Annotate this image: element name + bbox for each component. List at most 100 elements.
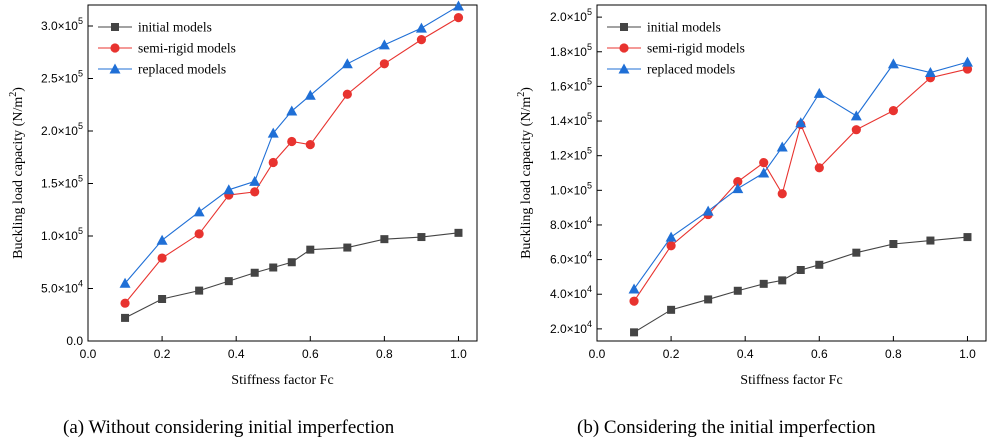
data-point — [850, 110, 862, 121]
series-circle — [120, 13, 464, 308]
y-tick-label: 1.2×105 — [550, 146, 592, 163]
y-tick-label: 1.5×105 — [41, 174, 83, 191]
data-point — [453, 13, 464, 23]
legend: initial models semi-rigid models replaced … — [607, 20, 745, 77]
data-point — [759, 279, 768, 288]
x-tick-label: 0.0 — [80, 347, 97, 361]
data-point — [223, 184, 235, 195]
y-axis-label: Buckling load capacity (N/m2) — [516, 87, 534, 259]
data-point — [342, 89, 352, 99]
data-point — [777, 189, 787, 199]
x-tick-label: 0.6 — [302, 347, 319, 361]
data-point — [889, 240, 898, 249]
x-tick-label: 0.4 — [737, 347, 754, 361]
series-line — [633, 68, 968, 302]
data-point — [733, 177, 743, 187]
legend-marker — [620, 23, 628, 31]
series-triangle — [628, 56, 973, 294]
legend-entry: initial models — [647, 20, 721, 35]
y-tick-label: 0.0 — [66, 334, 83, 348]
plot-frame — [596, 4, 987, 342]
y-tick-label: 8.0×104 — [550, 215, 592, 232]
y-tick-label: 2.0×105 — [41, 121, 83, 138]
data-point — [796, 265, 805, 274]
data-point — [343, 243, 352, 252]
data-point — [888, 106, 898, 116]
x-tick-label: 0.4 — [228, 347, 245, 361]
data-point — [887, 58, 899, 69]
data-point — [306, 245, 315, 254]
plot-frame — [87, 4, 478, 342]
data-point — [417, 233, 426, 242]
data-point — [158, 295, 167, 303]
data-point — [250, 268, 259, 277]
data-point — [924, 67, 936, 78]
x-tick-label: 0.2 — [663, 347, 680, 361]
x-tick-label: 0.8 — [885, 347, 902, 361]
y-tick-label: 1.8×105 — [550, 42, 592, 59]
legend-marker — [110, 43, 120, 53]
data-point — [287, 258, 296, 267]
caption-b: (b) Considering the initial imperfection — [577, 417, 876, 438]
legend-entry: semi-rigid models — [138, 41, 236, 56]
series-triangle — [119, 0, 464, 288]
data-point — [666, 241, 676, 251]
series-line — [124, 17, 459, 304]
data-point — [304, 89, 316, 100]
chart-b: 0.0 0.2 0.4 0.6 0.8 1.0 2.0×104 4.0×104 6.0×104 8… — [516, 4, 987, 388]
data-point — [224, 277, 233, 286]
data-point — [813, 87, 825, 98]
data-point — [194, 229, 204, 239]
x-axis-label: Stiffness factor Fc — [740, 373, 842, 388]
legend-marker — [111, 23, 119, 31]
y-tick-label: 1.4×105 — [550, 111, 592, 128]
y-tick-label: 2.0×105 — [550, 7, 592, 24]
data-point — [702, 205, 714, 216]
data-point — [119, 277, 131, 288]
data-point — [249, 175, 261, 186]
y-axis-label: Buckling load capacity (N/m2) — [8, 87, 26, 259]
legend-marker — [618, 63, 630, 74]
legend-entry: initial models — [138, 20, 212, 35]
x-axis-label: Stiffness factor Fc — [231, 373, 333, 388]
data-point — [732, 183, 744, 194]
data-point — [963, 233, 972, 242]
data-point — [776, 141, 788, 152]
data-point — [250, 187, 260, 197]
data-point — [704, 295, 713, 304]
data-point — [416, 35, 427, 45]
data-point — [269, 263, 278, 272]
data-point — [452, 0, 464, 11]
y-tick-label: 4.0×104 — [550, 284, 592, 301]
data-point — [305, 140, 315, 150]
data-point — [814, 163, 824, 173]
data-point — [667, 305, 676, 314]
data-point — [380, 235, 389, 244]
data-point — [759, 158, 769, 168]
series-line — [124, 5, 459, 284]
data-point — [852, 248, 861, 257]
legend-entry: replaced models — [647, 62, 735, 77]
data-point — [287, 136, 297, 147]
data-point — [379, 59, 389, 69]
data-point — [961, 56, 973, 67]
data-point — [629, 296, 639, 306]
y-tick-label: 1.0×105 — [41, 226, 83, 243]
data-point — [778, 276, 787, 285]
x-tick-label: 1.0 — [959, 347, 976, 361]
legend-entry: replaced models — [138, 62, 226, 77]
y-tick-label: 3.0×105 — [41, 16, 83, 33]
data-point — [851, 125, 861, 135]
y-tick-label: 5.0×104 — [41, 279, 83, 296]
legend: initial models semi-rigid models replaced … — [98, 20, 236, 77]
x-tick-label: 0.0 — [589, 347, 606, 361]
data-point — [733, 286, 742, 295]
data-point — [758, 167, 770, 178]
y-tick-label: 1.0×105 — [550, 180, 592, 197]
x-tick-label: 1.0 — [450, 347, 467, 361]
data-point — [286, 105, 298, 116]
data-point — [962, 64, 973, 74]
data-point — [195, 286, 204, 295]
data-point — [815, 260, 824, 269]
